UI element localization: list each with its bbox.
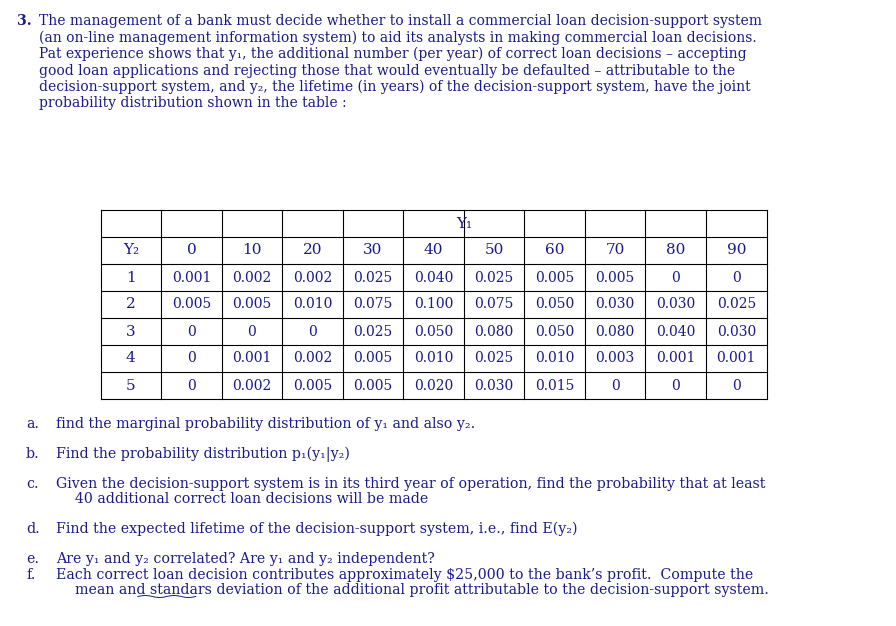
Text: 80: 80 xyxy=(666,244,685,257)
Text: 5: 5 xyxy=(126,379,135,393)
Text: 0.005: 0.005 xyxy=(232,297,271,312)
Text: 70: 70 xyxy=(606,244,625,257)
Text: 10: 10 xyxy=(242,244,262,257)
Text: good loan applications and rejecting those that would eventually be defaulted – : good loan applications and rejecting tho… xyxy=(39,63,736,78)
Text: 0: 0 xyxy=(308,324,317,339)
Text: 0.015: 0.015 xyxy=(535,379,574,393)
Text: a.: a. xyxy=(26,417,39,431)
Text: 0: 0 xyxy=(671,270,680,284)
Text: (an on-line management information system) to aid its analysts in making commerc: (an on-line management information syste… xyxy=(39,31,757,45)
Text: 0.001: 0.001 xyxy=(717,352,756,366)
Text: 0: 0 xyxy=(247,324,256,339)
Text: probability distribution shown in the table :: probability distribution shown in the ta… xyxy=(39,96,347,111)
Text: 20: 20 xyxy=(303,244,323,257)
Text: 0.025: 0.025 xyxy=(353,324,392,339)
Text: Each correct loan decision contributes approximately $25,000 to the bank’s profi: Each correct loan decision contributes a… xyxy=(56,568,754,582)
Text: Pat experience shows that y₁, the additional number (per year) of correct loan d: Pat experience shows that y₁, the additi… xyxy=(39,47,746,61)
Text: 0.025: 0.025 xyxy=(475,270,513,284)
Text: 4: 4 xyxy=(126,352,135,366)
Text: e.: e. xyxy=(26,552,39,566)
Text: 0.030: 0.030 xyxy=(475,379,513,393)
Text: d.: d. xyxy=(26,522,39,536)
Text: 0.002: 0.002 xyxy=(232,270,271,284)
Text: 90: 90 xyxy=(727,244,746,257)
Text: find the marginal probability distribution of y₁ and also y₂.: find the marginal probability distributi… xyxy=(56,417,475,431)
Text: b.: b. xyxy=(26,447,39,461)
Text: 0.005: 0.005 xyxy=(353,379,392,393)
Text: 0.050: 0.050 xyxy=(414,324,453,339)
Text: 0: 0 xyxy=(732,270,741,284)
Text: 0.010: 0.010 xyxy=(535,352,574,366)
Text: Y₂: Y₂ xyxy=(123,244,139,257)
Text: 0.002: 0.002 xyxy=(232,379,271,393)
Text: 0: 0 xyxy=(732,379,741,393)
Text: c.: c. xyxy=(26,477,39,491)
Text: 0.100: 0.100 xyxy=(414,297,453,312)
Text: 3.: 3. xyxy=(17,14,31,28)
Text: 30: 30 xyxy=(364,244,383,257)
Text: 0.025: 0.025 xyxy=(475,352,513,366)
Text: 40 additional correct loan decisions will be made: 40 additional correct loan decisions wil… xyxy=(74,492,427,506)
Text: 0.005: 0.005 xyxy=(353,352,392,366)
Text: 0: 0 xyxy=(611,379,619,393)
Text: Find the probability distribution p₁(y₁|y₂): Find the probability distribution p₁(y₁|… xyxy=(56,447,349,463)
Text: f.: f. xyxy=(26,568,36,582)
Text: 0.020: 0.020 xyxy=(414,379,453,393)
Text: 0.001: 0.001 xyxy=(656,352,695,366)
Text: 0.005: 0.005 xyxy=(172,297,211,312)
Text: 0.005: 0.005 xyxy=(535,270,574,284)
Text: 1: 1 xyxy=(126,270,135,284)
Text: 0: 0 xyxy=(187,352,195,366)
Text: 0.080: 0.080 xyxy=(596,324,634,339)
Text: 60: 60 xyxy=(545,244,564,257)
Text: 0.040: 0.040 xyxy=(414,270,453,284)
Text: 0.003: 0.003 xyxy=(596,352,634,366)
Text: 0.030: 0.030 xyxy=(656,297,695,312)
Text: 0.025: 0.025 xyxy=(717,297,756,312)
Text: 0.010: 0.010 xyxy=(293,297,332,312)
Text: mean and standars deviation of the additional profit attributable to the decisio: mean and standars deviation of the addit… xyxy=(74,583,769,597)
Text: 0.010: 0.010 xyxy=(414,352,453,366)
Text: 0.075: 0.075 xyxy=(474,297,513,312)
Text: Are y₁ and y₂ correlated? Are y₁ and y₂ independent?: Are y₁ and y₂ correlated? Are y₁ and y₂ … xyxy=(56,552,435,566)
Text: 0.075: 0.075 xyxy=(353,297,392,312)
Text: 0.080: 0.080 xyxy=(475,324,513,339)
Text: The management of a bank must decide whether to install a commercial loan decisi: The management of a bank must decide whe… xyxy=(39,14,762,28)
Text: 3: 3 xyxy=(126,324,135,339)
Text: 0.005: 0.005 xyxy=(596,270,634,284)
Text: 2: 2 xyxy=(126,297,135,312)
Text: decision-support system, and y₂, the lifetime (in years) of the decision-support: decision-support system, and y₂, the lif… xyxy=(39,80,751,95)
Text: 0: 0 xyxy=(671,379,680,393)
Text: 0.002: 0.002 xyxy=(293,352,332,366)
Text: Given the decision-support system is in its third year of operation, find the pr: Given the decision-support system is in … xyxy=(56,477,765,491)
Text: Find the expected lifetime of the decision-support system, i.e., find E(y₂): Find the expected lifetime of the decisi… xyxy=(56,522,577,536)
Text: 0.050: 0.050 xyxy=(535,297,574,312)
Text: 0: 0 xyxy=(187,324,195,339)
Text: 0.025: 0.025 xyxy=(353,270,392,284)
Text: 0.050: 0.050 xyxy=(535,324,574,339)
Text: 0.002: 0.002 xyxy=(293,270,332,284)
Text: 0: 0 xyxy=(186,244,196,257)
Text: 40: 40 xyxy=(424,244,444,257)
Text: 0.030: 0.030 xyxy=(596,297,634,312)
Text: 0: 0 xyxy=(187,379,195,393)
Text: 0.040: 0.040 xyxy=(656,324,695,339)
Text: Y₁: Y₁ xyxy=(456,217,472,230)
Text: 0.005: 0.005 xyxy=(293,379,332,393)
Text: 0.001: 0.001 xyxy=(172,270,211,284)
Text: 0.001: 0.001 xyxy=(232,352,271,366)
Text: 0.030: 0.030 xyxy=(717,324,756,339)
Text: 50: 50 xyxy=(485,244,504,257)
